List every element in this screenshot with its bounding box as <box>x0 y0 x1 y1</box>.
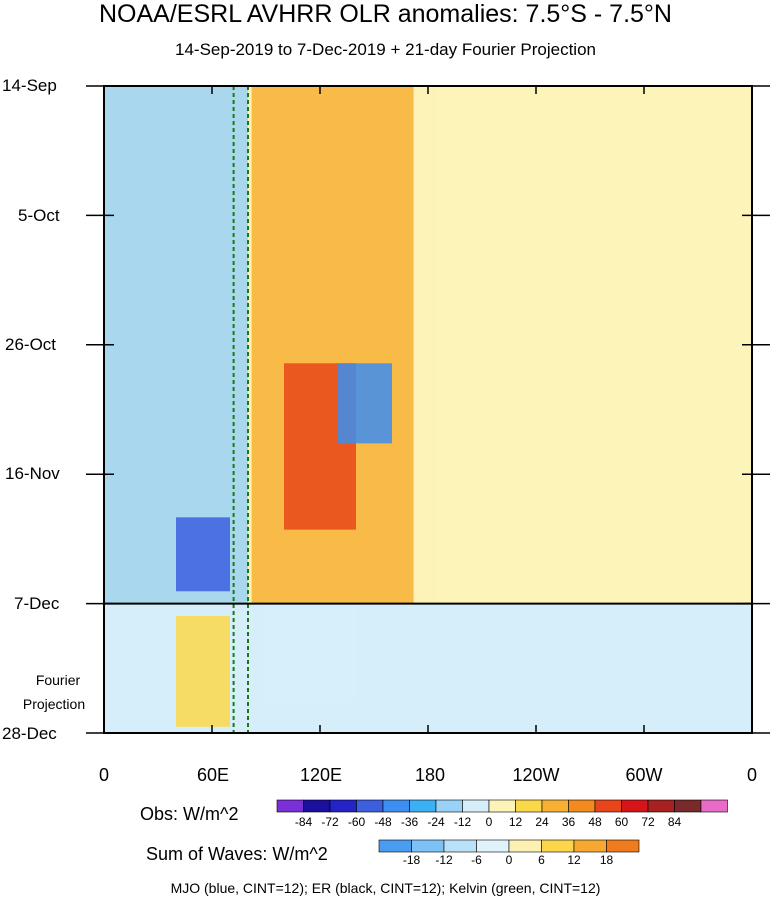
obs-colorbar-label: Obs: W/m^2 <box>140 804 239 824</box>
colorbar-swatch <box>700 799 728 813</box>
colorbar-tick-label: 24 <box>535 815 549 829</box>
colorbar-swatch <box>621 799 649 813</box>
colorbar-swatch <box>435 799 463 813</box>
colorbar-tick-label: -18 <box>402 853 421 867</box>
colorbar-tick-label: 60 <box>614 815 629 829</box>
colorbar-tick-label: 48 <box>588 815 602 829</box>
colorbar-tick-label: 0 <box>485 815 493 829</box>
anomaly-region <box>176 517 230 592</box>
projection-label-line2: Projection <box>22 696 86 712</box>
colorbar-swatch <box>356 799 384 813</box>
colorbar-swatch <box>476 839 510 853</box>
colorbar-tick-label: -12 <box>435 853 453 867</box>
colorbar-tick-label: 0 <box>505 853 513 867</box>
anomaly-region <box>266 603 356 703</box>
colorbar-tick-label: -6 <box>471 853 482 867</box>
y-tick-label: 16-Nov <box>5 464 60 483</box>
wave-colorbar-label: Sum of Waves: W/m^2 <box>146 844 328 864</box>
y-tick-label: 7-Dec <box>14 594 60 613</box>
x-tick-label: 60E <box>196 765 230 785</box>
colorbar-swatch <box>508 839 542 853</box>
x-tick-label: 120E <box>299 765 343 785</box>
colorbar-swatch <box>606 839 640 853</box>
x-tick-label: 120W <box>512 765 560 785</box>
colorbar-swatch <box>515 799 543 813</box>
y-tick-label: 26-Oct <box>5 335 57 354</box>
chart-title: NOAA/ESRL AVHRR OLR anomalies: 7.5°S - 7… <box>99 0 672 28</box>
colorbar-swatch <box>409 799 437 813</box>
projection-label-line1: Fourier <box>35 672 81 688</box>
colorbar-tick-label: -72 <box>321 815 339 829</box>
colorbar-tick-label: -36 <box>400 815 419 829</box>
colorbar-tick-label: -84 <box>294 815 313 829</box>
colorbar-tick-label: 84 <box>667 815 682 829</box>
colorbar-swatch <box>541 839 575 853</box>
colorbar-swatch <box>276 799 304 813</box>
colorbar-tick-label: 12 <box>508 815 523 829</box>
y-tick-label: 28-Dec <box>2 724 57 743</box>
anomaly-region <box>437 86 554 604</box>
colorbar-swatch <box>378 839 412 853</box>
y-tick-label: 14-Sep <box>2 76 57 95</box>
colorbar-tick-label: 36 <box>561 815 576 829</box>
anomaly-region <box>554 86 752 604</box>
colorbar-swatch <box>674 799 702 813</box>
colorbar-swatch <box>329 799 357 813</box>
colorbar-tick-label: -60 <box>347 815 366 829</box>
colorbar-swatch <box>488 799 516 813</box>
colorbar-swatch <box>541 799 569 813</box>
chart-subtitle: 14-Sep-2019 to 7-Dec-2019 + 21-day Fouri… <box>175 40 596 59</box>
colorbar-tick-label: 6 <box>538 853 545 867</box>
colorbar-swatch <box>594 799 622 813</box>
colorbar-swatch <box>303 799 331 813</box>
colorbar-swatch <box>411 839 445 853</box>
x-tick-label: 180 <box>414 765 446 785</box>
colorbar-swatch <box>443 839 477 853</box>
colorbar-tick-label: -24 <box>427 815 445 829</box>
x-tick-label: 0 <box>98 765 110 785</box>
anomaly-region <box>338 363 392 444</box>
colorbar-swatch <box>573 839 607 853</box>
colorbar-swatch <box>647 799 675 813</box>
colorbar-tick-label: -12 <box>453 815 472 829</box>
colorbar-swatch <box>568 799 596 813</box>
colorbar-tick-label: 18 <box>599 853 614 867</box>
footer-caption: MJO (blue, CINT=12); ER (black, CINT=12)… <box>170 880 601 896</box>
colorbar-tick-label: -48 <box>374 815 392 829</box>
y-tick-label: 5-Oct <box>18 206 60 225</box>
anomaly-region <box>176 615 230 727</box>
colorbar-swatch <box>462 799 490 813</box>
colorbar-swatch <box>382 799 410 813</box>
x-tick-label: 60W <box>625 765 663 785</box>
colorbar-tick-label: 72 <box>641 815 655 829</box>
colorbar-tick-label: 12 <box>567 853 581 867</box>
x-tick-label: 0 <box>746 765 758 785</box>
